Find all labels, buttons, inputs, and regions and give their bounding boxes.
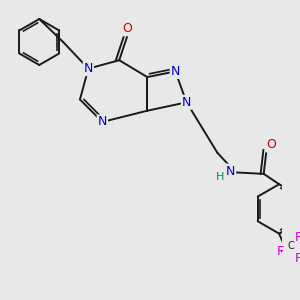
Text: H: H — [216, 172, 224, 182]
Text: O: O — [123, 22, 133, 35]
Text: F: F — [277, 245, 284, 258]
Text: O: O — [266, 139, 276, 152]
Text: N: N — [226, 164, 235, 178]
Text: N: N — [182, 96, 191, 109]
Text: N: N — [171, 65, 180, 78]
Text: N: N — [84, 62, 93, 75]
Text: F: F — [295, 252, 300, 266]
Text: N: N — [98, 116, 107, 128]
Text: C: C — [288, 241, 295, 251]
Text: F: F — [295, 231, 300, 244]
